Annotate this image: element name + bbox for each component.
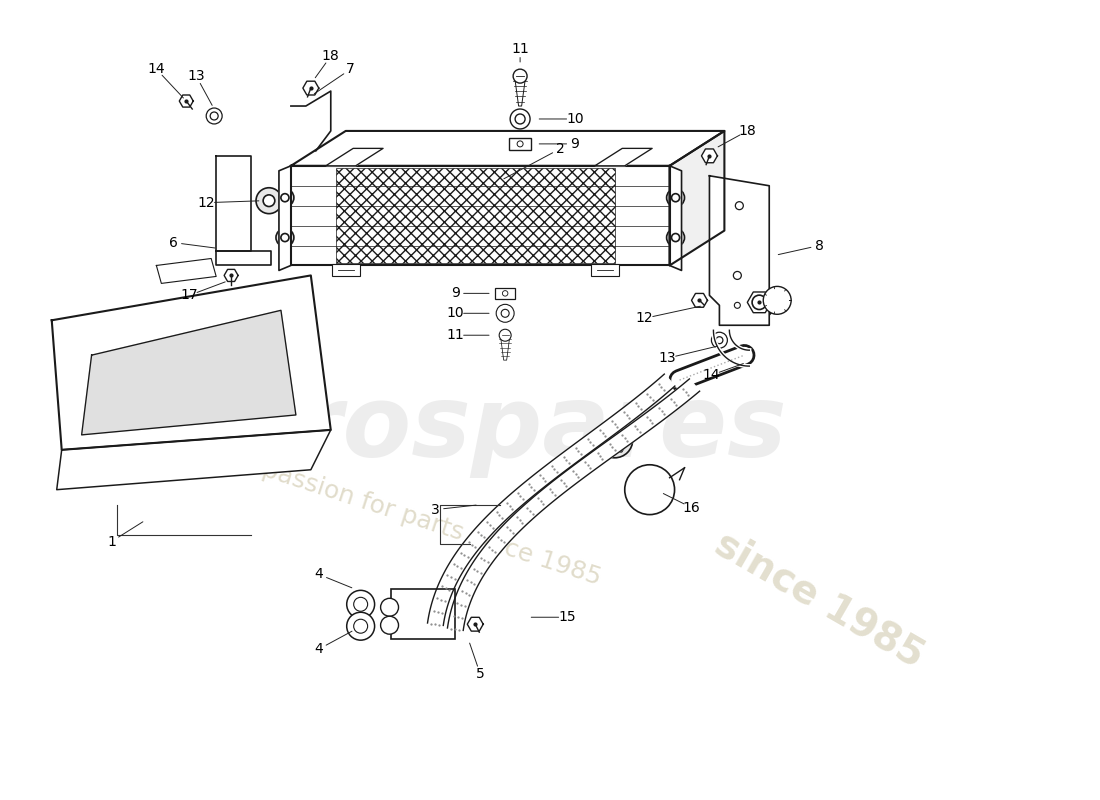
- Circle shape: [671, 234, 680, 242]
- Polygon shape: [290, 131, 725, 166]
- Polygon shape: [217, 156, 251, 250]
- Polygon shape: [57, 430, 331, 490]
- Polygon shape: [81, 310, 296, 435]
- Circle shape: [381, 616, 398, 634]
- Text: 9: 9: [451, 286, 460, 300]
- Polygon shape: [500, 335, 510, 360]
- Polygon shape: [224, 270, 238, 282]
- Text: 17: 17: [180, 288, 198, 302]
- Polygon shape: [326, 148, 383, 166]
- Polygon shape: [670, 131, 725, 266]
- Circle shape: [256, 188, 282, 214]
- Circle shape: [729, 267, 746, 283]
- Circle shape: [617, 149, 629, 161]
- Circle shape: [667, 229, 684, 246]
- Circle shape: [263, 195, 275, 206]
- Text: 16: 16: [683, 501, 701, 514]
- Text: 15: 15: [558, 610, 575, 624]
- Polygon shape: [179, 95, 194, 107]
- Circle shape: [206, 108, 222, 124]
- Bar: [509, 138, 531, 150]
- Text: 14: 14: [147, 62, 165, 76]
- Text: 12: 12: [197, 196, 215, 210]
- Bar: [332, 265, 360, 277]
- Text: 18: 18: [738, 124, 756, 138]
- Polygon shape: [737, 354, 751, 366]
- Circle shape: [763, 286, 791, 314]
- Text: 11: 11: [512, 42, 529, 56]
- Polygon shape: [515, 76, 526, 106]
- Polygon shape: [692, 294, 707, 307]
- Polygon shape: [601, 428, 629, 452]
- Bar: [336, 168, 615, 263]
- Circle shape: [671, 194, 680, 202]
- Polygon shape: [710, 176, 769, 326]
- Circle shape: [381, 598, 398, 616]
- Circle shape: [712, 332, 727, 348]
- Polygon shape: [290, 166, 670, 266]
- Polygon shape: [52, 275, 331, 450]
- Text: 7: 7: [346, 62, 355, 76]
- Circle shape: [346, 612, 375, 640]
- Circle shape: [730, 298, 745, 312]
- Polygon shape: [279, 166, 290, 270]
- Text: 10: 10: [447, 306, 464, 320]
- Polygon shape: [448, 379, 700, 630]
- Text: since 1985: since 1985: [707, 524, 931, 674]
- Text: 8: 8: [815, 238, 824, 253]
- Circle shape: [499, 330, 512, 342]
- Circle shape: [607, 432, 623, 448]
- Polygon shape: [747, 292, 771, 313]
- Polygon shape: [702, 149, 717, 162]
- Polygon shape: [428, 374, 675, 626]
- Bar: [495, 288, 515, 299]
- Circle shape: [496, 304, 514, 322]
- Polygon shape: [670, 166, 682, 270]
- Text: 1: 1: [107, 534, 116, 549]
- Circle shape: [280, 194, 289, 202]
- Circle shape: [276, 189, 294, 206]
- Text: 18: 18: [322, 49, 340, 63]
- Text: a passion for parts since 1985: a passion for parts since 1985: [236, 450, 604, 590]
- Text: 4: 4: [315, 567, 323, 582]
- Circle shape: [510, 109, 530, 129]
- Text: 4: 4: [315, 642, 323, 656]
- Circle shape: [513, 69, 527, 83]
- Text: 2: 2: [556, 142, 564, 156]
- Circle shape: [744, 286, 775, 318]
- Text: 10: 10: [566, 112, 584, 126]
- Circle shape: [224, 182, 242, 200]
- Circle shape: [276, 229, 294, 246]
- Text: 12: 12: [636, 311, 653, 326]
- Circle shape: [346, 590, 375, 618]
- Text: 9: 9: [571, 137, 580, 151]
- Text: 13: 13: [659, 351, 676, 365]
- Circle shape: [752, 295, 767, 310]
- Polygon shape: [302, 81, 319, 95]
- Circle shape: [349, 149, 361, 161]
- Text: 14: 14: [703, 368, 720, 382]
- Text: eurospares: eurospares: [154, 382, 786, 478]
- Circle shape: [732, 198, 747, 214]
- Circle shape: [397, 596, 414, 612]
- Circle shape: [667, 189, 684, 206]
- Text: 5: 5: [476, 667, 485, 681]
- Circle shape: [280, 234, 289, 242]
- Bar: [591, 265, 619, 277]
- Bar: [390, 590, 455, 639]
- Polygon shape: [217, 250, 271, 266]
- Text: 11: 11: [447, 328, 464, 342]
- Polygon shape: [468, 618, 483, 631]
- Circle shape: [597, 422, 632, 458]
- Text: 13: 13: [187, 69, 205, 83]
- Circle shape: [397, 618, 414, 634]
- Text: 3: 3: [431, 502, 440, 517]
- Text: 6: 6: [169, 235, 178, 250]
- Polygon shape: [156, 258, 217, 283]
- Polygon shape: [595, 148, 652, 166]
